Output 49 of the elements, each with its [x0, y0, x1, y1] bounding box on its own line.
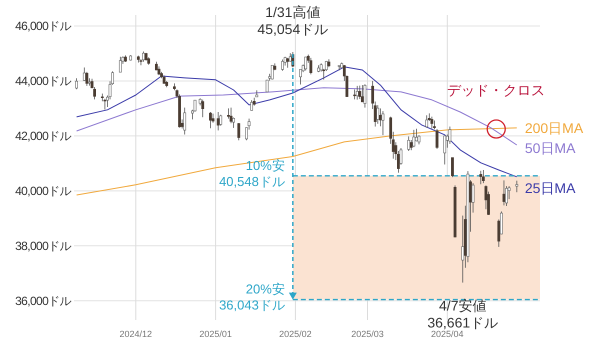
candlestick [356, 85, 359, 100]
y-tick-label: 38,000ドル [15, 238, 72, 253]
y-tick-label: 44,000ドル [15, 74, 72, 88]
candlestick [451, 157, 454, 178]
candlestick [201, 99, 204, 118]
candlestick [75, 78, 78, 90]
candlestick [230, 107, 232, 124]
candlestick [412, 129, 416, 148]
candlestick [515, 180, 518, 193]
x-tick-label: 2025/03 [351, 329, 384, 339]
x-tick-label: 2025/04 [431, 329, 464, 339]
y-tick-label: 36,000ドル [15, 294, 72, 308]
candlestick [443, 135, 446, 165]
candlestick [309, 57, 312, 75]
candlestick [479, 170, 482, 185]
candlestick [448, 126, 452, 144]
candlestick [183, 107, 186, 135]
series-label: 50日MA [524, 140, 576, 156]
candlestick [286, 57, 290, 68]
x-tick-label: 2025/02 [279, 329, 312, 339]
candlestick [482, 170, 485, 184]
y-tick-label: 42,000ドル [15, 128, 72, 143]
candlestick [118, 56, 122, 73]
x-tick-label: 2025/01 [199, 329, 232, 339]
annotation: デッド・クロス [447, 82, 546, 98]
candlestick [469, 180, 472, 232]
candlestick [353, 89, 356, 100]
candlestick [237, 122, 240, 141]
candlestick [304, 56, 308, 71]
y-tick-label: 40,000ドル [15, 184, 72, 198]
candlestick [270, 64, 274, 80]
candlestick [209, 112, 212, 129]
candlestick [85, 71, 88, 86]
annotation: 1/31高値 45,054ドル [257, 4, 328, 37]
y-tick-label: 46,000ドル [15, 18, 72, 33]
series-label: 200日MA [524, 120, 584, 136]
candlestick [358, 85, 362, 100]
candlestick [502, 180, 506, 206]
ref-line-label: 20%安 36,043ドル [219, 282, 285, 313]
candlestick [430, 116, 434, 129]
candlestick [364, 84, 366, 108]
series-label: 25日MA [524, 180, 576, 196]
line-series [76, 66, 518, 178]
candlestick [281, 59, 284, 72]
candlestick [382, 110, 384, 136]
ref-line-label: 10%安 40,548ドル [219, 158, 285, 189]
annotation: 4/7安値 36,661ドル [427, 298, 498, 331]
x-tick-label: 2024/12 [120, 329, 152, 339]
candlestick [425, 114, 428, 128]
